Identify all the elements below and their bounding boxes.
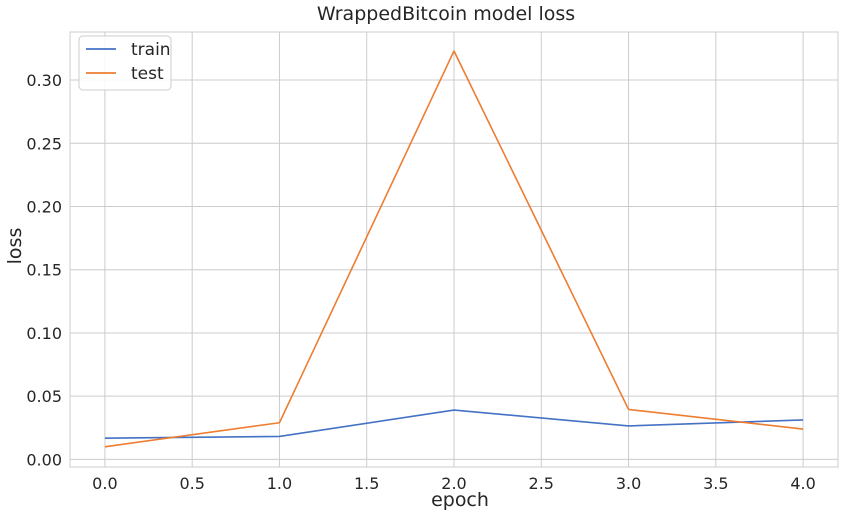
y-tick-label: 0.30	[26, 71, 62, 90]
x-tick-label: 2.5	[529, 474, 554, 493]
x-tick-label: 2.0	[441, 474, 466, 493]
y-tick-label: 0.25	[26, 134, 62, 153]
y-tick-label: 0.20	[26, 198, 62, 217]
y-tick-label: 0.05	[26, 387, 62, 406]
x-tick-label: 4.0	[790, 474, 815, 493]
chart-title: WrappedBitcoin model loss	[317, 3, 575, 25]
x-tick-label: 0.0	[92, 474, 117, 493]
y-tick-label: 0.15	[26, 261, 62, 280]
legend: train test	[78, 35, 172, 91]
y-tick-label: 0.10	[26, 324, 62, 343]
x-tick-label: 3.0	[616, 474, 641, 493]
y-axis-label: loss	[4, 228, 26, 265]
series-lines	[104, 50, 804, 448]
legend-label-train: train	[131, 40, 171, 60]
grid	[70, 32, 838, 467]
legend-label-test: test	[131, 64, 164, 84]
x-axis-label: epoch	[431, 489, 489, 511]
plot-frame	[69, 31, 839, 468]
x-tick-label: 1.0	[267, 474, 292, 493]
x-tick-label: 3.5	[703, 474, 728, 493]
tick-labels: 0.0 0.5 1.0 1.5 2.0 2.5 3.0 3.5 4.0 0.00 0.05 0.10 0…	[26, 71, 815, 493]
x-tick-label: 0.5	[179, 474, 204, 493]
x-tick-label: 1.5	[354, 474, 379, 493]
y-tick-label: 0.00	[26, 450, 62, 469]
